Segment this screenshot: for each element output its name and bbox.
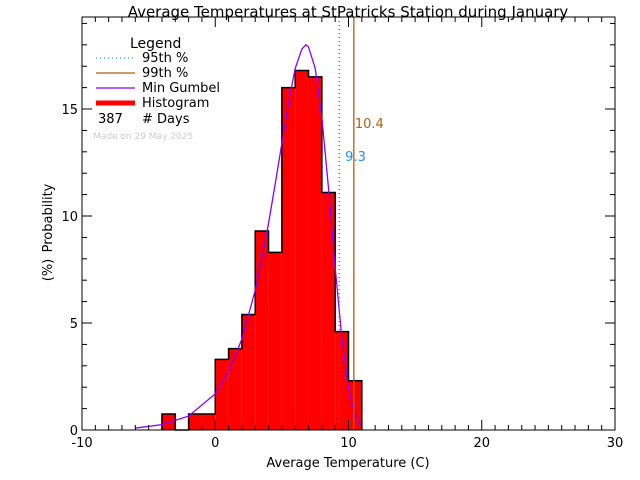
percentile-99-label: 10.4 (355, 117, 384, 132)
legend-days-label: # Days (142, 112, 190, 127)
x-tick-label: 30 (607, 436, 624, 451)
gumbel-curve-group (135, 43, 363, 429)
x-axis-label: Average Temperature (C) (266, 456, 429, 471)
x-tick-label: -10 (71, 436, 92, 451)
legend-days-count: 387 (98, 112, 123, 127)
x-tick-label: 20 (473, 436, 490, 451)
histogram-bar (215, 359, 229, 430)
y-tick-label: 10 (61, 210, 78, 225)
x-tick-label: 10 (340, 436, 357, 451)
histogram-bar (321, 192, 336, 430)
x-tick-label: 0 (211, 436, 219, 451)
histogram-bar (255, 230, 269, 430)
made-on-note: Made on 29 May 2025 (93, 132, 193, 142)
histogram-bar (348, 380, 362, 430)
histogram (161, 69, 363, 431)
y-tick-label: 15 (61, 103, 78, 118)
gumbel-curve (135, 43, 363, 429)
percentile-lines: 10.4 9.3 (338, 17, 384, 430)
legend-item-label: Min Gumbel (142, 81, 220, 96)
histogram-bar (281, 87, 296, 430)
histogram-bar (335, 331, 349, 430)
percentile-95-label: 9.3 (345, 150, 366, 165)
histogram-bar (241, 314, 256, 430)
y-axis-label-line1: Probability (41, 183, 56, 252)
histogram-bar (295, 70, 309, 430)
histogram-bar (268, 252, 282, 430)
histogram-bar (228, 348, 242, 430)
histogram-bar (201, 413, 216, 430)
legend-item-label: 99th % (142, 66, 188, 81)
histogram-outline (161, 69, 363, 431)
histogram-bar (308, 76, 322, 430)
y-tick-label: 5 (70, 317, 78, 332)
histogram-bar (188, 413, 202, 430)
legend-item-label: Histogram (142, 96, 209, 111)
legend-item-label: 95th % (142, 51, 188, 66)
legend-title: Legend (130, 36, 181, 52)
y-tick-label: 0 (70, 424, 78, 439)
legend: Legend 387 # Days Made on 29 May 2025 95… (93, 36, 220, 142)
y-axis-label-line2: (%) (41, 259, 56, 282)
